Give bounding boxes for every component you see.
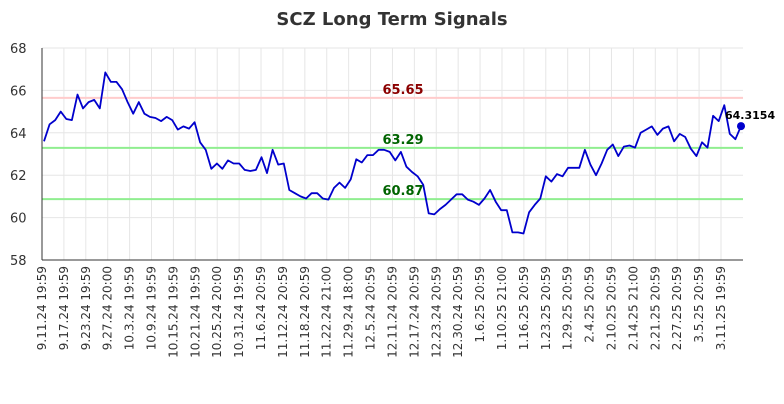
price-series: 64.3154: [43, 71, 775, 235]
x-tick-label: 9.27.24 20:00: [101, 266, 115, 350]
y-tick-label: 68: [10, 42, 27, 57]
x-tick-label: 3.11.25 19:59: [714, 266, 728, 350]
x-tick-label: 3.5.25 20:59: [692, 266, 706, 343]
x-tick-label: 2.14.25 21:00: [626, 266, 640, 350]
x-tick-label: 9.11.24 19:59: [35, 266, 49, 350]
x-tick-label: 1.6.25 20:59: [473, 266, 487, 343]
chart-title: SCZ Long Term Signals: [276, 9, 507, 30]
last-value-label: 64.3154: [725, 109, 775, 122]
reference-line-label: 65.65: [382, 83, 423, 98]
reference-lines: 65.65 63.29 60.87: [42, 83, 743, 201]
x-tick-label: 10.31.24 19:59: [232, 266, 246, 358]
x-tick-label: 12.30.24 20:59: [451, 266, 465, 358]
x-tick-label: 11.22.24 21:00: [320, 266, 334, 358]
x-tick-label: 11.29.24 18:00: [342, 266, 356, 358]
x-tick-label: 11.18.24 20:59: [298, 266, 312, 358]
x-tick-label: 12.5.24 20:59: [364, 266, 378, 350]
x-tick-label: 10.21.24 19:59: [188, 266, 202, 358]
x-tick-label: 12.17.24 20:59: [407, 266, 421, 358]
x-tick-label: 1.23.25 20:59: [539, 266, 553, 350]
y-tick-label: 66: [10, 84, 27, 99]
reference-line-label: 63.29: [382, 133, 423, 148]
x-tick-label: 1.29.25 20:59: [561, 266, 575, 350]
x-tick-label: 10.15.24 19:59: [166, 266, 180, 358]
x-tick-label: 2.4.25 20:59: [583, 266, 597, 343]
last-value-point: [737, 122, 745, 131]
y-tick-label: 62: [10, 169, 27, 184]
x-tick-label: 2.27.25 20:59: [670, 266, 684, 350]
x-tick-label: 1.16.25 20:59: [517, 266, 531, 350]
x-tick-label: 2.10.25 20:59: [604, 266, 618, 350]
grid: [41, 47, 743, 261]
axes: 58 60 62 64 66 68 9.11.24 19:59 9.17.24 19:59 9.…: [10, 42, 743, 358]
x-tick-label: 11.12.24 20:59: [276, 266, 290, 358]
y-tick-label: 58: [10, 254, 27, 269]
x-tick-label: 12.23.24 20:59: [429, 266, 443, 358]
x-tick-label: 1.10.25 21:00: [495, 266, 509, 350]
x-tick-label: 9.17.24 19:59: [57, 266, 71, 350]
y-tick-label: 64: [10, 127, 27, 142]
x-tick-label: 10.9.24 19:59: [145, 266, 159, 350]
reference-line-label: 60.87: [382, 184, 423, 199]
price-line: [43, 71, 742, 235]
x-tick-label: 10.25.24 20:00: [210, 266, 224, 358]
x-tick-label: 9.23.24 19:59: [79, 266, 93, 350]
x-tick-label: 12.11.24 20:59: [385, 266, 399, 358]
x-tick-label: 11.6.24 20:59: [254, 266, 268, 350]
y-tick-label: 60: [10, 212, 27, 227]
x-tick-label: 10.3.24 19:59: [123, 266, 137, 350]
x-tick-label: 2.21.25 20:59: [648, 266, 662, 350]
